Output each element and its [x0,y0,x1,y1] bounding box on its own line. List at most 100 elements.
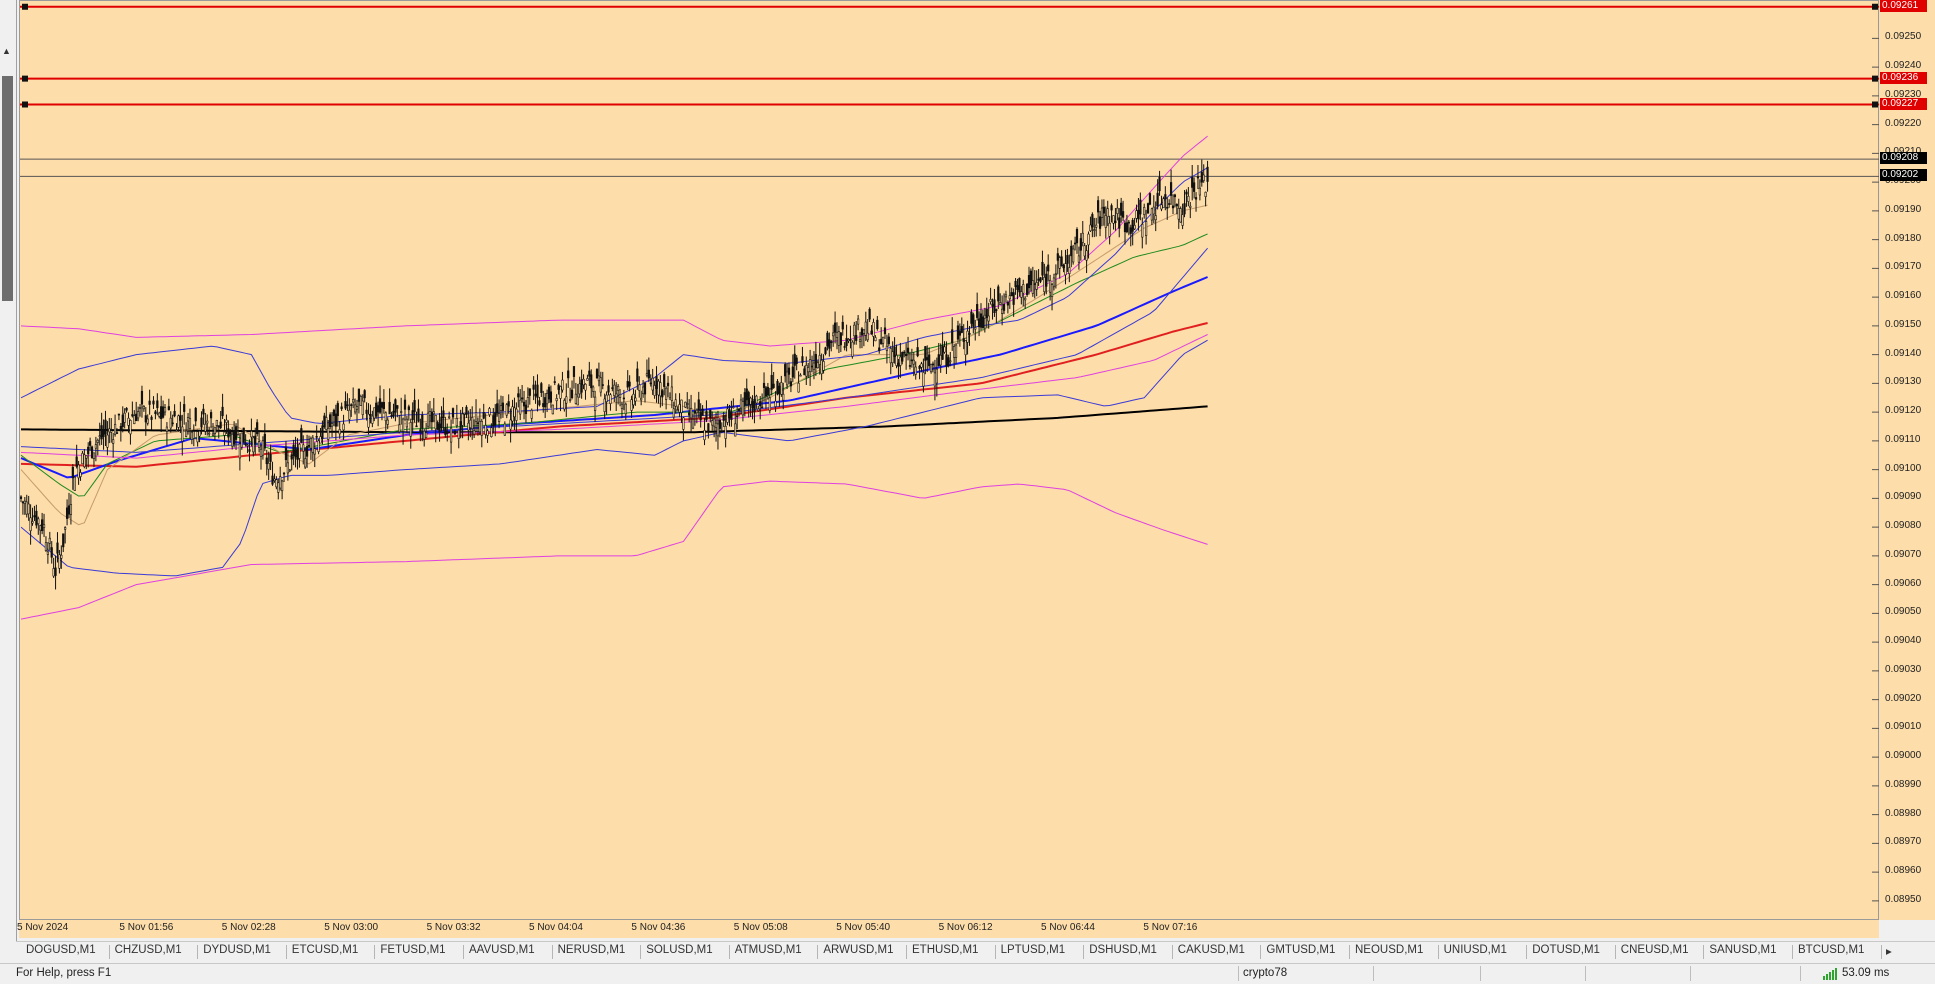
symbol-tab[interactable]: GMTUSD,M1 [1266,944,1336,956]
symbol-tab[interactable]: ETCUSD,M1 [291,944,359,956]
symbol-tab[interactable]: ARWUSD,M1 [823,944,894,956]
candle-body [791,366,794,378]
time-tick-label: 5 Nov 01:56 [119,922,174,933]
candle-body [651,377,654,391]
candle-body [1152,206,1155,215]
tab-separator [551,945,553,959]
candle-body [784,364,787,377]
candle-body [1004,294,1008,298]
candle-body [169,417,172,429]
candle-body [1045,273,1048,287]
candle-body [962,338,965,342]
symbol-tab[interactable]: SANUSD,M1 [1709,944,1777,956]
candle-body [405,418,409,428]
candle-body [327,428,330,440]
candle-body [770,374,773,390]
candle-body [572,366,576,377]
candle-body [27,503,30,515]
price-tick-label: 0.08970 [1885,836,1922,848]
symbol-tab[interactable]: ATMUSD,M1 [734,944,802,956]
price-tick-label: 0.08950 [1885,893,1922,905]
symbol-tab[interactable]: FETUSD,M1 [380,944,446,956]
candle-body [317,440,320,452]
candle-body [937,354,940,366]
candle-body [822,361,825,371]
tab-separator [463,945,464,959]
symbol-tab[interactable]: CNEUSD,M1 [1620,944,1689,956]
candle-body [595,369,599,379]
candle-body [1087,233,1090,246]
vertical-scrollbar[interactable]: ▲ ▼ [0,0,17,972]
candle-body [492,415,495,427]
candle-body [60,554,63,559]
candle-body [828,339,831,349]
time-tick-label: 5 Nov 07:16 [1143,922,1198,933]
candle-body [1093,229,1096,231]
candle-body [1095,224,1098,228]
price-chart[interactable] [19,0,1880,921]
candle-body [728,409,731,419]
symbol-tab[interactable]: AAVUSD,M1 [469,944,535,956]
candle-body [42,524,46,528]
tabs-scroll-right-icon[interactable]: ▸ [1886,946,1892,958]
symbol-tab[interactable]: UNIUSD,M1 [1443,944,1507,956]
candle-body [707,423,710,433]
candle-body [730,411,733,421]
candle-body [1068,267,1071,274]
candle-body [985,308,988,318]
candle-body [960,326,963,333]
candle-body [1169,182,1173,196]
time-tick-label: 5 Nov 03:32 [426,922,481,933]
candle-body [179,415,182,421]
candle-body [106,434,109,448]
candle-body [1143,207,1146,215]
symbol-tab[interactable]: DSHUSD,M1 [1089,944,1157,956]
candle-body [987,315,990,322]
symbol-tab[interactable]: CAKUSD,M1 [1177,944,1245,956]
candle-body [617,386,620,391]
level-price-tag: 0.09227 [1880,97,1927,110]
time-axis[interactable]: 5 Nov 2024 5 Nov 01:56 5 Nov 02:28 5 Nov 03… [17,920,1879,938]
symbol-tab[interactable]: CHZUSD,M1 [114,944,182,956]
price-axis[interactable]: 0.092500.092400.092300.092200.092100.092… [1879,0,1935,920]
candle-body [46,551,49,555]
price-tick-label: 0.09090 [1885,491,1922,503]
candle-body [160,406,163,419]
candle-body [780,382,783,395]
price-tick-label: 0.09140 [1885,347,1922,359]
scroll-up-icon[interactable]: ▲ [2,46,11,56]
symbol-tab[interactable]: NEOUSD,M1 [1355,944,1424,956]
symbol-tab[interactable]: NERUSD,M1 [557,944,626,956]
candle-body [766,386,769,396]
candle-body [110,430,113,433]
candle-body [240,432,243,448]
symbol-tab[interactable]: SOLUSD,M1 [646,944,713,956]
candle-body [92,452,96,459]
candle-body [319,436,322,444]
symbol-tab[interactable]: LPTUSD,M1 [1000,944,1066,956]
candle-body [175,429,178,432]
symbol-tab[interactable]: DOGUSD,M1 [26,944,96,956]
symbol-tab[interactable]: BTCUSD,M1 [1798,944,1865,956]
candle-body [25,501,28,515]
chart-canvas[interactable] [20,1,1880,921]
candle-body [494,412,497,426]
candle-body [724,425,727,439]
candle-body [643,382,647,395]
scrollbar-thumb[interactable] [2,76,13,301]
price-tick-label: 0.09220 [1885,117,1922,129]
candle-body [1150,208,1153,221]
candle-body [382,401,385,409]
candle-body [177,415,180,428]
candle-body [991,303,994,307]
symbol-tab[interactable]: DYDUSD,M1 [203,944,271,956]
candle-body [206,420,209,424]
candle-body [254,435,257,444]
candle-body [480,420,483,436]
symbol-tab[interactable]: ETHUSD,M1 [912,944,979,956]
candle-body [1060,256,1063,266]
candle-body [741,401,745,416]
candle-body [864,321,867,336]
candle-body [1125,222,1129,233]
symbol-tab[interactable]: DOTUSD,M1 [1532,944,1600,956]
